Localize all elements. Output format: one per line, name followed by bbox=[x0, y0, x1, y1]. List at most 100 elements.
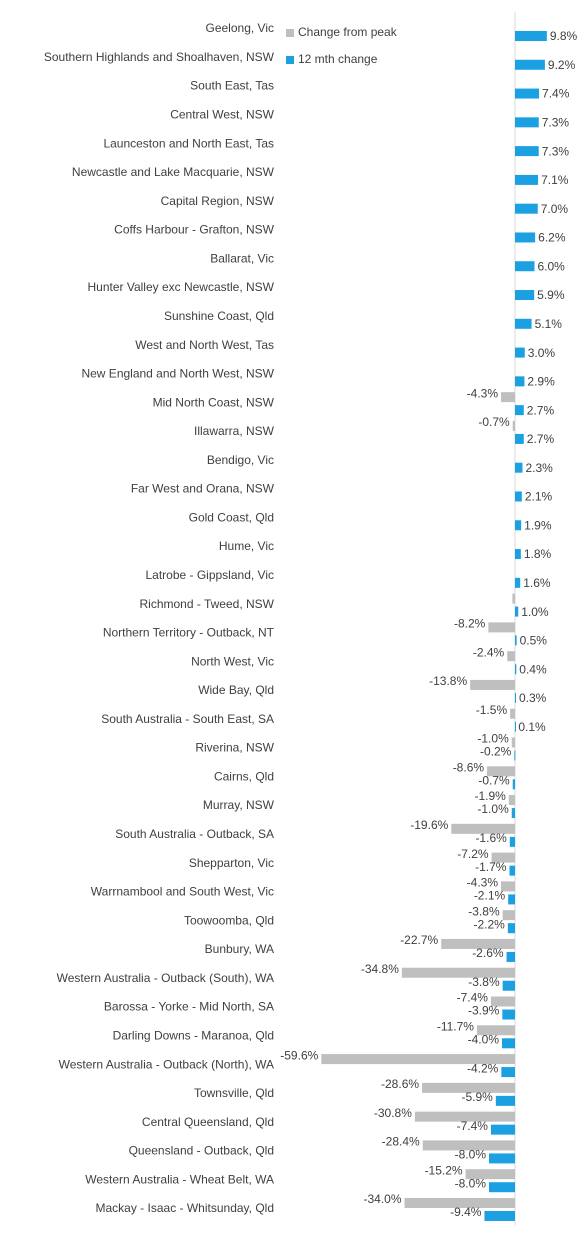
bar bbox=[501, 881, 515, 892]
category-label: Hume, Vic bbox=[219, 539, 274, 553]
value-label: -3.8% bbox=[468, 904, 500, 918]
category-label: Bunbury, WA bbox=[205, 942, 274, 956]
category-label: Capital Region, NSW bbox=[161, 194, 275, 208]
bar bbox=[515, 261, 535, 272]
bar bbox=[487, 766, 515, 777]
category-label: Gold Coast, Qld bbox=[189, 510, 274, 524]
category-label: Geelong, Vic bbox=[206, 21, 275, 35]
legend-label: Change from peak bbox=[298, 25, 398, 39]
bar bbox=[515, 491, 522, 502]
bar bbox=[509, 836, 515, 847]
category-label: Western Australia - Outback (South), WA bbox=[57, 971, 274, 985]
value-label: 5.1% bbox=[535, 317, 563, 331]
value-label: 0.5% bbox=[520, 634, 548, 648]
bar bbox=[515, 577, 521, 588]
value-label: 2.1% bbox=[525, 490, 553, 504]
bar bbox=[515, 290, 535, 301]
bar bbox=[515, 88, 540, 99]
category-label: Mid North Coast, NSW bbox=[153, 395, 275, 409]
category-label: Coffs Harbour - Grafton, NSW bbox=[114, 223, 275, 237]
category-label: South Australia - South East, SA bbox=[101, 712, 274, 726]
value-label: -2.6% bbox=[472, 946, 504, 960]
value-label: -34.8% bbox=[361, 962, 399, 976]
category-label: West and North West, Tas bbox=[135, 338, 274, 352]
value-label: 2.9% bbox=[527, 375, 555, 389]
category-label: Murray, NSW bbox=[203, 798, 275, 812]
value-label: -5.9% bbox=[461, 1090, 493, 1104]
category-label: Warrnambool and South West, Vic bbox=[91, 885, 274, 899]
category-label: South Australia - Outback, SA bbox=[115, 827, 274, 841]
bar bbox=[509, 865, 515, 876]
bar bbox=[501, 1067, 515, 1078]
bar bbox=[515, 174, 539, 185]
bar bbox=[512, 593, 515, 604]
category-label: Latrobe - Gippsland, Vic bbox=[145, 568, 274, 582]
value-label: -3.9% bbox=[468, 1004, 500, 1018]
category-label: Barossa - Yorke - Mid North, SA bbox=[104, 1000, 274, 1014]
bar bbox=[465, 1169, 515, 1180]
value-label: 9.2% bbox=[548, 58, 576, 72]
bar bbox=[515, 721, 516, 732]
category-label: Townsville, Qld bbox=[194, 1086, 274, 1100]
bar bbox=[515, 376, 525, 387]
bar bbox=[512, 420, 515, 431]
bar bbox=[511, 737, 515, 748]
bar bbox=[515, 549, 521, 560]
bar bbox=[508, 894, 515, 905]
value-label: -8.0% bbox=[455, 1148, 487, 1162]
bar bbox=[515, 31, 547, 41]
value-label: 7.1% bbox=[541, 173, 569, 187]
value-label: 1.6% bbox=[523, 576, 551, 590]
value-label: 7.0% bbox=[541, 202, 569, 216]
bar bbox=[515, 433, 524, 444]
value-label: -0.7% bbox=[478, 415, 510, 429]
value-label: 3.0% bbox=[528, 346, 556, 360]
value-label: -59.6% bbox=[280, 1048, 318, 1062]
category-label: Wide Bay, Qld bbox=[198, 683, 274, 697]
category-label: Newcastle and Lake Macquarie, NSW bbox=[72, 165, 275, 179]
bar bbox=[502, 1038, 515, 1049]
value-label: -1.0% bbox=[477, 732, 509, 746]
bar bbox=[502, 1009, 515, 1020]
bar bbox=[515, 117, 539, 128]
bar bbox=[506, 951, 515, 962]
value-label: 1.9% bbox=[524, 518, 552, 532]
category-label: Darling Downs - Maranoa, Qld bbox=[113, 1028, 274, 1042]
value-label: 0.4% bbox=[519, 662, 547, 676]
bar bbox=[502, 910, 515, 921]
bar bbox=[501, 392, 515, 403]
value-label: -34.0% bbox=[363, 1192, 401, 1206]
category-label: Southern Highlands and Shoalhaven, NSW bbox=[44, 50, 275, 64]
bar bbox=[321, 1054, 515, 1065]
value-label: -1.7% bbox=[475, 860, 507, 874]
legend-swatch bbox=[286, 56, 294, 64]
value-label: 7.3% bbox=[542, 144, 570, 158]
bar bbox=[515, 232, 536, 243]
value-label: -4.3% bbox=[467, 876, 499, 890]
category-label: Cairns, Qld bbox=[214, 769, 274, 783]
category-label: Northern Territory - Outback, NT bbox=[103, 626, 275, 640]
bar bbox=[451, 823, 515, 834]
category-label: South East, Tas bbox=[190, 79, 274, 93]
bar bbox=[514, 750, 516, 761]
bar bbox=[515, 606, 519, 617]
value-label: 6.2% bbox=[538, 231, 566, 245]
value-label: -11.7% bbox=[437, 1019, 474, 1033]
category-label: Ballarat, Vic bbox=[210, 251, 274, 265]
value-label: -15.2% bbox=[425, 1163, 463, 1177]
bar bbox=[510, 708, 515, 719]
bar bbox=[476, 1025, 515, 1036]
bar bbox=[515, 635, 517, 646]
value-label: 2.3% bbox=[525, 461, 553, 475]
value-label: 2.7% bbox=[527, 432, 555, 446]
bar bbox=[515, 59, 545, 70]
category-label: North West, Vic bbox=[191, 654, 274, 668]
legend-swatch bbox=[286, 29, 294, 37]
value-label: -28.6% bbox=[381, 1077, 419, 1091]
bar bbox=[441, 938, 515, 949]
category-label: Shepparton, Vic bbox=[189, 856, 274, 870]
bar bbox=[507, 923, 515, 934]
bar bbox=[490, 1124, 515, 1135]
category-label: Hunter Valley exc Newcastle, NSW bbox=[87, 280, 274, 294]
